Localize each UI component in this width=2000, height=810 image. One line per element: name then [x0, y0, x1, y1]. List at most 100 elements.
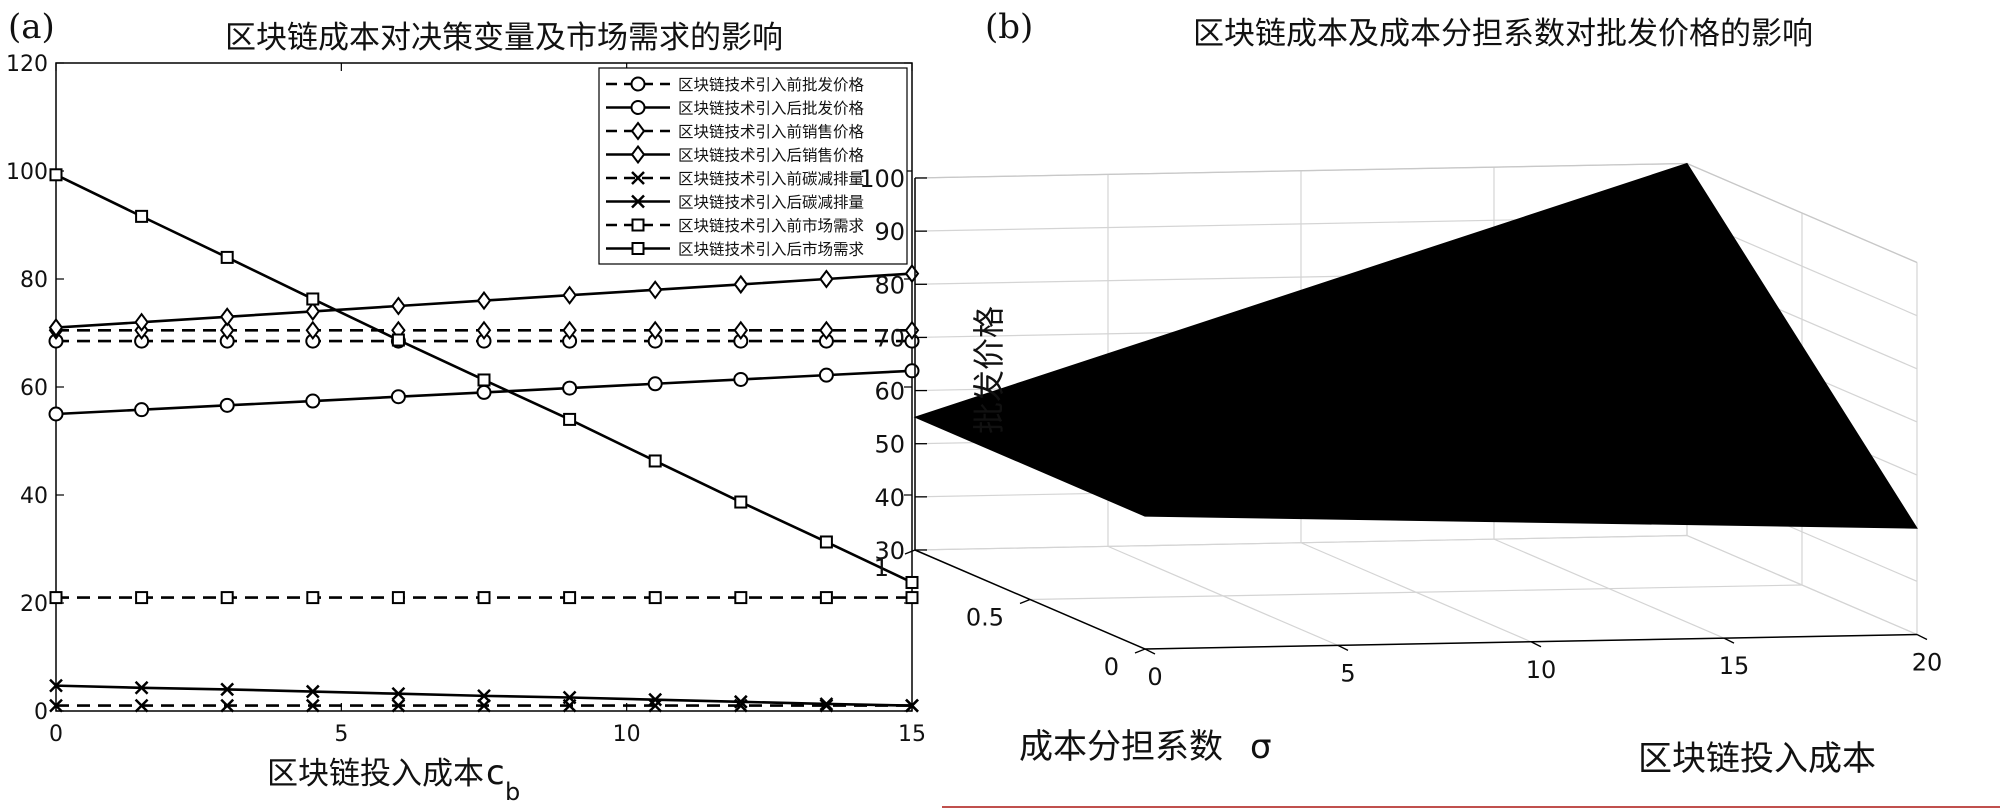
data-point: [49, 678, 63, 693]
data-point: [48, 317, 64, 338]
data-point: [905, 698, 919, 713]
legend-marker-6: [631, 194, 645, 209]
data-point: [390, 389, 406, 405]
data-point: [220, 591, 234, 605]
data-point: [134, 402, 150, 418]
data-point: [563, 412, 577, 426]
data-point: [734, 495, 748, 509]
data-point: [648, 454, 662, 468]
legend-marker-7: [631, 218, 645, 232]
data-point: [563, 591, 577, 605]
data-point: [819, 591, 833, 605]
data-point: [648, 698, 663, 713]
legend-label-5: 区块链技术引入前碳减排量: [678, 170, 864, 188]
y-tick: [904, 549, 916, 555]
side-wall-grid-z: [1686, 534, 1918, 636]
data-point: [477, 373, 491, 387]
panel-b-axes: 0 5 10 15 20 0 0.5 130 40 50 60 70 80 90 100: [859, 165, 1942, 691]
data-point: [647, 320, 663, 340]
z-tick-label: 100: [859, 165, 905, 193]
panel-b-label: (b): [985, 7, 1033, 47]
y-tick-label: 0.5: [966, 604, 1004, 632]
legend-label-2: 区块链技术引入后批发价格: [678, 100, 865, 118]
legend-label-4: 区块链技术引入后销售价格: [678, 147, 865, 165]
legend-marker-5: [631, 171, 645, 185]
y-tick-label: 60: [20, 376, 48, 401]
back-wall-grid-z: [914, 534, 1688, 551]
panel-b-y-axis-label: 成本分担系数: [1019, 727, 1223, 767]
legend-marker-8: [631, 242, 645, 255]
data-point: [135, 591, 149, 605]
legend-label-8: 区块链技术引入后市场需求: [678, 241, 864, 259]
data-point: [562, 380, 578, 396]
data-point: [134, 312, 149, 332]
data-point: [220, 682, 235, 697]
box-edge-top-back: [914, 162, 1688, 179]
x-tick-label: 5: [334, 722, 348, 747]
x-tick-label: 15: [898, 722, 926, 747]
data-point: [48, 406, 64, 422]
data-point: [305, 698, 320, 713]
data-point: [391, 333, 405, 347]
data-point: [647, 280, 663, 300]
legend-marker-3: [630, 121, 646, 141]
data-point: [305, 301, 321, 322]
legend-label-6: 区块链技术引入后碳减排量: [678, 194, 864, 212]
floor-grid-y: [1029, 584, 1803, 601]
data-point: [819, 320, 834, 340]
legend-marker-2: [630, 100, 646, 115]
data-point: [134, 680, 149, 695]
data-point: [477, 688, 491, 703]
data-point: [220, 698, 235, 713]
data-point: [734, 591, 748, 605]
data-point: [819, 269, 834, 289]
panel-b-surface-chart: (b) 区块链成本及成本分担系数对批发价格的影响 0 5 10 15 20 0 0.5 130…: [859, 7, 1942, 779]
data-point: [819, 697, 834, 711]
legend-box: [598, 67, 908, 265]
data-point: [219, 320, 235, 340]
data-point: [733, 320, 749, 340]
y-tick-label: 100: [6, 160, 48, 185]
panel-b-title: 区块链成本及成本分担系数对批发价格的影响: [1193, 16, 1813, 52]
data-point: [391, 591, 405, 605]
data-point: [905, 591, 919, 605]
x-tick-label: 10: [1526, 656, 1557, 684]
panel-b-y-axis-label-symbol: σ: [1250, 727, 1272, 767]
data-point: [562, 690, 577, 705]
x-tick-label: 0: [49, 722, 63, 747]
data-point: [219, 307, 235, 327]
x-tick-label: 5: [1340, 659, 1355, 687]
legend-label-3: 区块链技术引入前销售价格: [678, 123, 865, 141]
legend-label-1: 区块链技术引入前批发价格: [678, 76, 865, 94]
panel-b-z-axis-label: 批发价格: [970, 306, 1008, 434]
data-point: [477, 591, 491, 605]
x-tick-label: 15: [1719, 652, 1750, 680]
y-tick-label: 120: [6, 52, 48, 77]
y-tick-label: 20: [20, 592, 48, 617]
panel-b-surface: [913, 162, 1918, 529]
z-tick-label: 50: [874, 431, 905, 459]
data-point: [49, 168, 63, 182]
data-point: [220, 250, 234, 264]
data-point: [476, 290, 492, 311]
data-point: [391, 698, 406, 713]
y-tick-label: 0: [1104, 653, 1119, 681]
panel-a-legend: 区块链技术引入前批发价格区块链技术引入后批发价格区块链技术引入前销售价格区块链技…: [598, 67, 908, 265]
data-point: [905, 575, 919, 589]
data-point: [49, 698, 63, 713]
box-edge-top-side: [1686, 162, 1918, 264]
legend-marker-4: [630, 144, 646, 165]
data-point: [733, 694, 748, 709]
legend-marker-1: [630, 76, 646, 92]
data-point: [647, 376, 663, 392]
x-tick: [1144, 648, 1156, 655]
data-point: [305, 320, 321, 340]
data-point: [305, 684, 320, 699]
panel-b-x-axis-label: 区块链投入成本: [1638, 739, 1876, 779]
x-tick: [1723, 637, 1735, 644]
y-tick: [1019, 598, 1031, 605]
z-tick-label: 40: [874, 484, 905, 512]
data-point: [562, 320, 577, 340]
data-point: [391, 296, 406, 316]
